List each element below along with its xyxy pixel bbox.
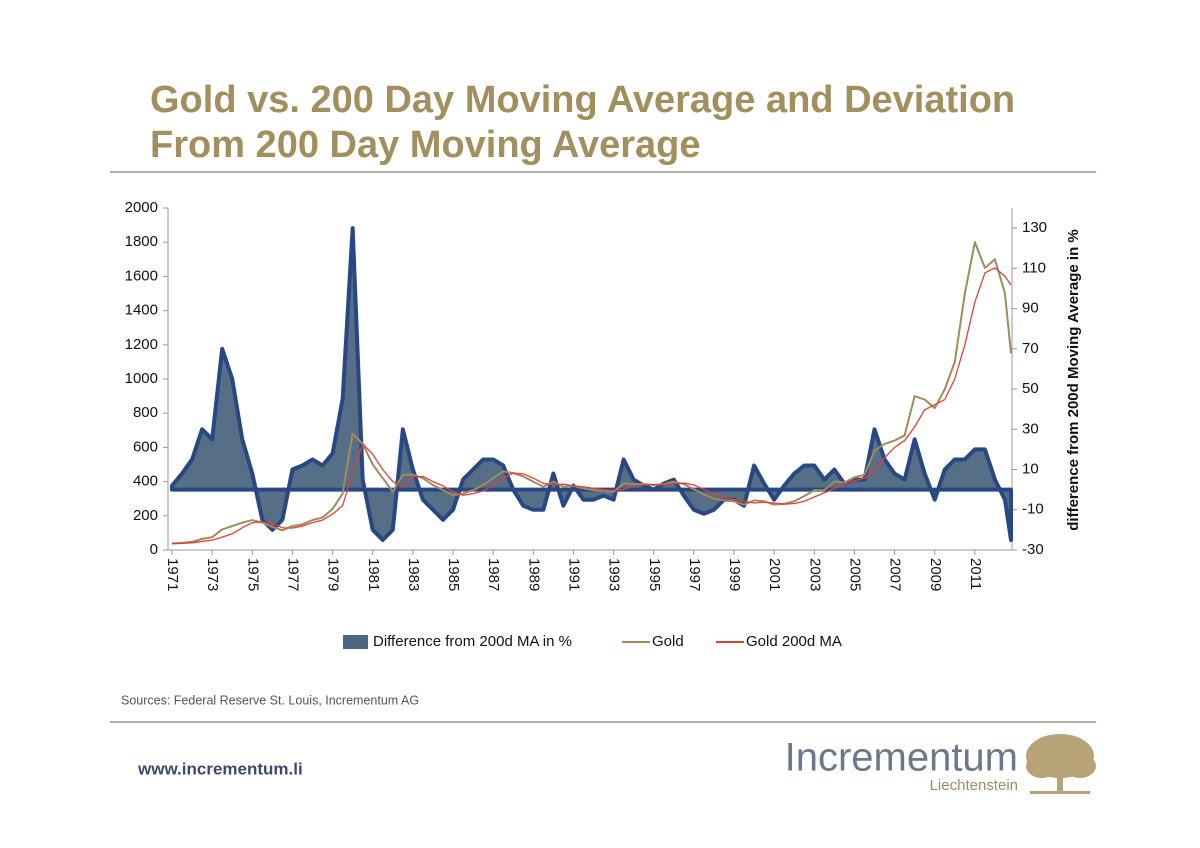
legend-label: Gold [652,633,684,650]
x-tick-label: 2011 [967,558,984,590]
x-tick-label: 1993 [606,558,623,591]
slide-title: Gold vs. 200 Day Moving Average and Devi… [150,79,1015,121]
legend-label: Gold 200d MA [746,633,842,650]
footer-url: www.incrementum.li [137,759,303,778]
y-tick-label: 200 [133,507,158,524]
y2-axis-label: difference from 200d Moving Average in % [1065,229,1082,530]
x-tick-label: 1999 [726,558,743,591]
x-tick-label: 1983 [405,558,422,591]
x-tick-label: 1981 [365,558,382,591]
x-tick-label: 1973 [204,558,221,591]
y-tick-label: 1600 [125,267,158,284]
y-tick-label: 800 [133,404,158,421]
x-tick-label: 2001 [766,558,783,591]
x-tick-label: 1975 [244,558,261,591]
y2-tick-label: 50 [1022,380,1039,397]
source-note: Sources: Federal Reserve St. Louis, Incr… [121,693,419,707]
x-tick-label: 2007 [887,558,904,591]
y-tick-label: 1800 [125,233,158,250]
y-tick-label: 2000 [125,199,158,216]
y2-tick-label: 30 [1022,420,1039,437]
y-tick-label: 0 [150,541,158,558]
x-tick-label: 1979 [325,558,342,591]
y2-tick-label: -10 [1022,501,1044,518]
slide-title: From 200 Day Moving Average [150,124,700,166]
y-tick-label: 1400 [125,302,158,319]
series-line [171,241,1012,545]
legend-swatch [343,635,368,649]
legend-label: Difference from 200d MA in % [373,633,572,650]
x-tick-label: 1971 [164,558,181,591]
x-tick-label: 1997 [686,558,703,591]
y-tick-label: 1200 [125,336,158,353]
y2-tick-label: 10 [1022,460,1039,477]
x-tick-label: 1995 [646,558,663,591]
y2-tick-label: 90 [1022,300,1039,317]
x-tick-label: 2009 [927,558,944,591]
y-tick-label: 600 [133,438,158,455]
x-tick-label: 2005 [846,558,863,591]
logo-sub: Liechtenstein [930,777,1018,794]
x-tick-label: 2003 [806,558,823,591]
x-tick-label: 1985 [445,558,462,591]
x-tick-label: 1977 [284,558,301,591]
y2-tick-label: 110 [1022,259,1046,276]
series-line [171,267,1012,545]
y-tick-label: 400 [133,473,158,490]
logo-name: Incrementum [785,736,1018,780]
y2-tick-label: 130 [1022,219,1047,236]
y-tick-label: 1000 [125,370,158,387]
x-tick-label: 1987 [485,558,502,591]
deviation-area [170,226,1013,542]
y2-tick-label: -30 [1022,541,1044,558]
x-tick-label: 1989 [525,558,542,591]
x-tick-label: 1991 [565,558,582,591]
y2-tick-label: 70 [1022,340,1039,357]
logo-tree [1026,734,1096,794]
